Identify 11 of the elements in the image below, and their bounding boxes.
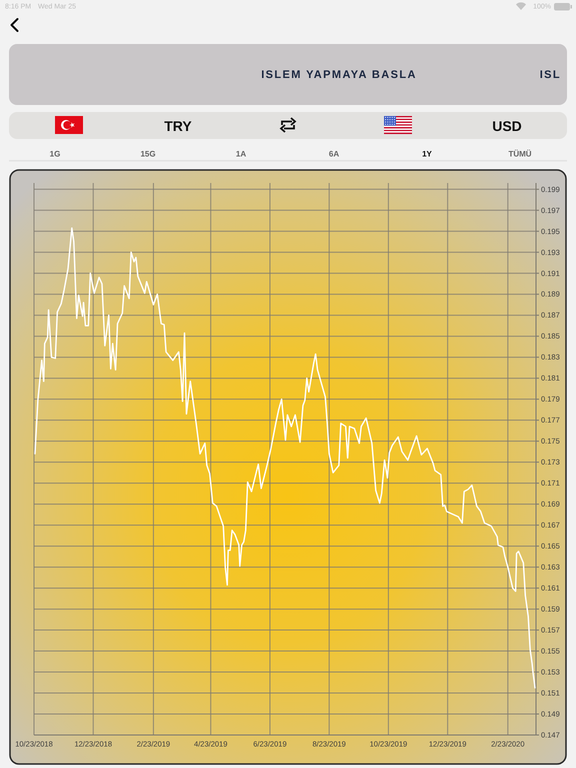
text: 1A [236,150,246,158]
text: 1Y [422,150,433,158]
text: 6A [328,150,340,158]
text: ISL [540,69,561,81]
line-series [34,227,536,688]
text: TÜMÜ [508,150,532,158]
text: 15G [140,150,156,158]
text: 1G [50,150,60,158]
text: TRY [164,118,192,134]
text: ISLEM YAPMAYA BASLA [261,69,417,81]
text: USD [492,118,522,134]
